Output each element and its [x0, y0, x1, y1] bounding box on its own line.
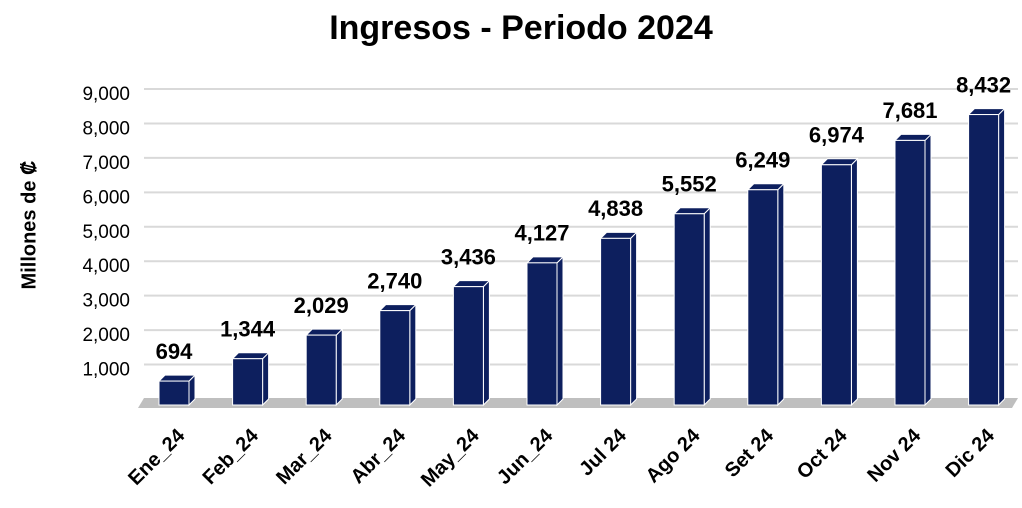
x-tick-label: Jul 24 [575, 424, 631, 480]
bar-side [998, 107, 1006, 407]
y-tick-label: 9,000 [82, 84, 130, 105]
data-label: 6,974 [809, 123, 865, 148]
bar [452, 286, 484, 406]
bar-side [777, 182, 785, 407]
bar-top [304, 328, 344, 336]
data-label: 3,436 [441, 244, 496, 269]
bar-side [630, 231, 638, 407]
bar [305, 334, 337, 406]
bar-top [746, 183, 786, 191]
x-tick-label: Set 24 [721, 424, 779, 482]
bar [232, 358, 264, 406]
bar-side [556, 255, 564, 407]
bar [158, 380, 190, 406]
bar [526, 262, 558, 406]
y-tick-label: 1,000 [82, 360, 130, 381]
floor [138, 398, 1018, 408]
data-label: 4,838 [588, 196, 643, 221]
data-label: 7,681 [882, 98, 937, 123]
bar-top [893, 133, 933, 141]
bar-top [967, 108, 1006, 116]
bar [968, 114, 1000, 406]
data-label: 5,552 [662, 172, 717, 197]
x-tick-label: Ago 24 [642, 424, 705, 487]
y-tick-label: 7,000 [82, 153, 130, 174]
bar-top [672, 207, 712, 215]
bar-side [482, 279, 490, 407]
bar-side [262, 351, 270, 407]
x-tick-label: Feb_24 [199, 424, 264, 489]
bar-side [703, 206, 711, 407]
bar [379, 310, 411, 406]
x-tick-label: Mar_24 [272, 424, 337, 489]
y-tick-label: 4,000 [82, 256, 130, 277]
x-tick-label: Jun_24 [493, 424, 558, 489]
bar-top [378, 304, 418, 312]
bar-top [599, 231, 638, 239]
data-label: 2,740 [367, 268, 422, 293]
x-tick-label: May_24 [417, 424, 484, 491]
bar-side [409, 303, 417, 407]
y-tick-label: 3,000 [82, 291, 130, 312]
y-tick-label: 8,000 [82, 118, 130, 139]
y-tick-label: 6,000 [82, 187, 130, 208]
x-tick-label: Dic 24 [942, 424, 1000, 482]
bar-top [820, 158, 859, 166]
data-label: 8,432 [956, 72, 1011, 97]
bar-top [525, 256, 565, 264]
y-tick-label: 2,000 [82, 325, 130, 346]
bar [747, 189, 779, 406]
bar-top [231, 352, 270, 360]
bar-side [850, 157, 858, 407]
chart-title: Ingresos - Periodo 2024 [329, 9, 713, 47]
bar [894, 139, 926, 406]
bar-side [335, 327, 343, 407]
bar-top [452, 280, 491, 288]
bar [673, 213, 705, 406]
data-label: 6,249 [735, 148, 790, 173]
x-tick-label: Nov 24 [863, 424, 926, 487]
bar-top [157, 374, 197, 382]
data-label: 2,029 [294, 293, 349, 318]
x-tick-label: Abr_24 [347, 424, 411, 488]
data-label: 4,127 [514, 221, 569, 246]
data-label: 694 [156, 339, 193, 364]
y-axis-label: Millones de ₡ [18, 161, 40, 290]
x-tick-label: Ene_24 [124, 424, 190, 490]
data-label: 1,344 [220, 317, 276, 342]
bar [600, 237, 632, 406]
y-tick-label: 5,000 [82, 222, 130, 243]
bar-side [924, 133, 932, 407]
bar [820, 164, 852, 406]
x-tick-label: Oct 24 [793, 424, 852, 483]
